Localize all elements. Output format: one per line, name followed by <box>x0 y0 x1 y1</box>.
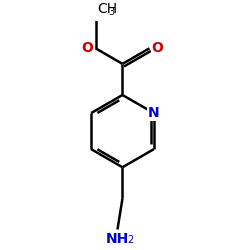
Text: 2: 2 <box>128 234 134 244</box>
Text: CH: CH <box>98 2 118 16</box>
Text: 3: 3 <box>108 7 115 17</box>
Text: NH: NH <box>106 232 129 246</box>
Text: O: O <box>152 41 163 55</box>
Text: N: N <box>148 106 160 120</box>
Text: O: O <box>82 41 94 55</box>
